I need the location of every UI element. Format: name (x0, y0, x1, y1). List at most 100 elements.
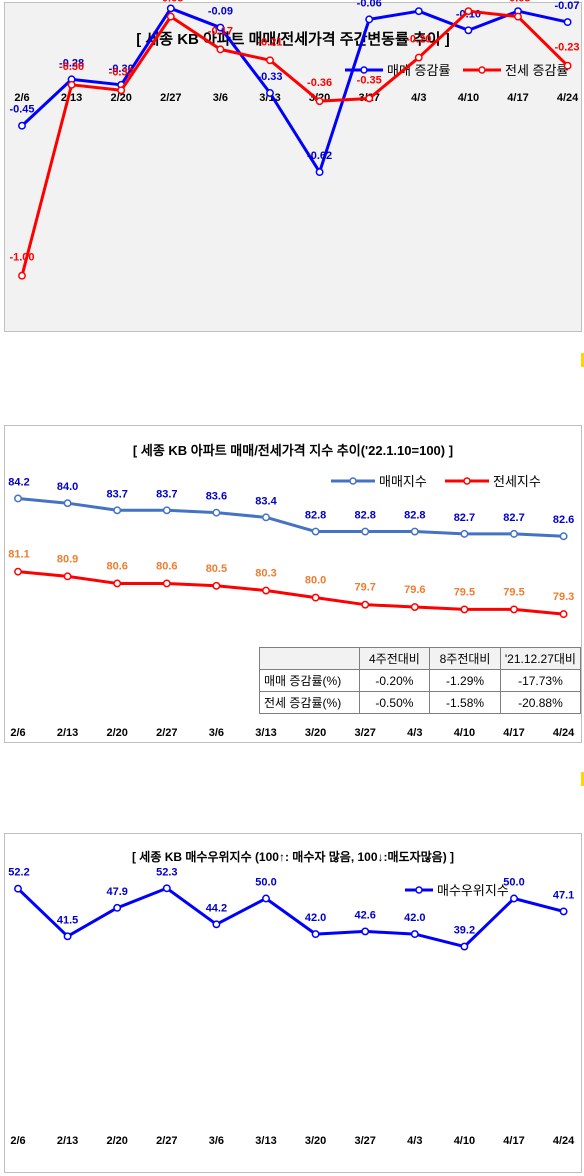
x-tick-label: 4/10 (458, 92, 479, 104)
weekly-change-legend-jeonse: 전세 증감률 (463, 60, 568, 79)
data-point-buyer (311, 930, 320, 939)
table-cell: -0.50% (358, 691, 431, 714)
data-point-jeonse (266, 56, 274, 65)
data-label-jeonse: -0.36 (307, 77, 332, 89)
yellow-edge-mark-1 (581, 353, 584, 367)
data-point-buyer (460, 942, 469, 951)
data-label-buyer: 41.5 (57, 914, 78, 926)
data-point-buyer (262, 894, 270, 903)
data-point-jeonse (212, 581, 221, 590)
data-point-jeonse (410, 603, 419, 611)
x-tick-label: 2/20 (106, 1135, 127, 1147)
data-label-jeonse: -0.20 (406, 34, 431, 46)
data-point-jeonse (18, 271, 26, 280)
data-point-jeonse (464, 7, 473, 16)
data-label-sale: -0.03 (505, 0, 530, 1)
data-point-jeonse (67, 80, 76, 89)
x-tick-label: 2/6 (10, 1135, 25, 1147)
table-header-row: 4주전대비 8주전대비 '21.12.27대비 (259, 647, 582, 670)
x-tick-label: 3/27 (354, 727, 375, 739)
data-point-sale (63, 499, 72, 508)
data-label-jeonse: -0.05 (505, 0, 530, 5)
x-tick-label: 3/6 (213, 92, 228, 104)
index-title: [ 세종 KB 아파트 매매/전세가격 지수 추이('22.1.10=100) … (132, 443, 454, 458)
data-label-sale: -0.07 (554, 0, 579, 12)
x-tick-label: 4/24 (553, 727, 575, 739)
x-tick-label: 2/20 (106, 727, 127, 739)
weekly-change-plot: 2/62/132/202/273/63/133/203/274/34/104/1… (9, 0, 580, 280)
data-label-buyer: 42.0 (404, 912, 425, 924)
data-label-jeonse: 79.7 (354, 582, 375, 594)
data-point-jeonse (559, 610, 568, 619)
data-label-sale: 82.8 (404, 510, 425, 522)
data-label-buyer: 44.2 (206, 902, 227, 914)
data-label-buyer: 42.6 (354, 909, 375, 921)
table-row-label: 전세 증감률(%) (259, 691, 360, 714)
data-label-sale: 83.7 (156, 488, 177, 500)
data-point-sale (563, 18, 572, 27)
data-label-buyer: 50.0 (255, 877, 276, 889)
data-label-buyer: 39.2 (454, 925, 475, 937)
data-point-buyer (113, 903, 122, 912)
series-line-buyer (16, 886, 564, 949)
data-point-buyer (361, 927, 370, 936)
x-tick-label: 3/13 (255, 1135, 276, 1147)
data-point-buyer (559, 907, 568, 916)
index-legend-jeonse: 전세지수 (445, 471, 541, 490)
table-header-cell: 4주전대비 (358, 647, 431, 670)
x-tick-label: 4/10 (454, 727, 475, 739)
data-point-sale (510, 529, 518, 538)
data-point-sale (162, 506, 171, 515)
x-tick-label: 4/3 (411, 92, 426, 104)
data-label-jeonse: 81.1 (8, 549, 29, 561)
data-label-sale: 82.7 (503, 512, 524, 524)
data-label-sale: 82.7 (454, 512, 475, 524)
data-label-sale: 82.8 (354, 510, 375, 522)
data-label-sale: 83.6 (206, 491, 227, 503)
buyer-index-panel: [ 세종 KB 매수우위지수 (100↑: 매수자 많음, 100↓:매도자많음… (4, 833, 582, 1173)
data-point-jeonse (216, 45, 225, 54)
table-header-cell: 8주전대비 (429, 647, 501, 670)
data-point-sale (315, 168, 324, 177)
legend-jeonse-index-marker (445, 476, 489, 485)
table-header-cell: '21.12.27대비 (499, 647, 582, 670)
data-label-jeonse: -1.00 (9, 252, 34, 264)
x-tick-label: 2/27 (156, 727, 177, 739)
table-cell: -20.88% (499, 691, 582, 714)
table-cell: -1.58% (429, 691, 501, 714)
legend-sale-label: 매매 증감률 (387, 63, 451, 78)
data-point-sale (410, 527, 419, 536)
data-label-sale: 82.8 (305, 510, 326, 522)
legend-sale-marker (345, 65, 383, 74)
x-tick-label: 2/13 (57, 727, 78, 739)
data-label-jeonse: -0.35 (357, 74, 382, 86)
index-legend-sale: 매매지수 (331, 471, 427, 490)
data-label-jeonse: -0.30 (59, 61, 84, 73)
data-label-jeonse: 80.3 (255, 568, 276, 580)
data-point-buyer (14, 884, 22, 893)
data-point-jeonse (14, 567, 22, 576)
weekly-change-legend-sale: 매매 증감률 (345, 60, 450, 79)
index-panel: [ 세종 KB 아파트 매매/전세가격 지수 추이('22.1.10=100) … (4, 425, 582, 743)
x-tick-label: 4/17 (503, 1135, 524, 1147)
data-label-jeonse: -0.21 (257, 36, 282, 48)
data-point-sale (18, 121, 26, 130)
legend-jeonse-index-label: 전세지수 (493, 474, 541, 489)
data-label-jeonse: -0.23 (554, 42, 579, 54)
data-point-jeonse (162, 579, 171, 588)
table-row-label: 매매 증감률(%) (259, 669, 360, 692)
x-tick-label: 4/17 (507, 92, 528, 104)
data-label-buyer: 47.1 (553, 889, 574, 901)
x-tick-label: 2/13 (57, 1135, 78, 1147)
legend-jeonse-marker (463, 65, 501, 74)
x-tick-label: 3/27 (354, 1135, 375, 1147)
data-point-jeonse (315, 97, 324, 106)
legend-sale-index-label: 매매지수 (379, 474, 427, 489)
data-label-buyer: 52.3 (156, 866, 177, 878)
data-point-jeonse (414, 53, 423, 62)
series-line-sale (17, 496, 564, 538)
x-tick-label: 4/24 (557, 92, 579, 104)
table-cell: -0.20% (358, 669, 431, 692)
data-point-sale (262, 513, 270, 522)
data-label-buyer: 47.9 (106, 886, 127, 898)
